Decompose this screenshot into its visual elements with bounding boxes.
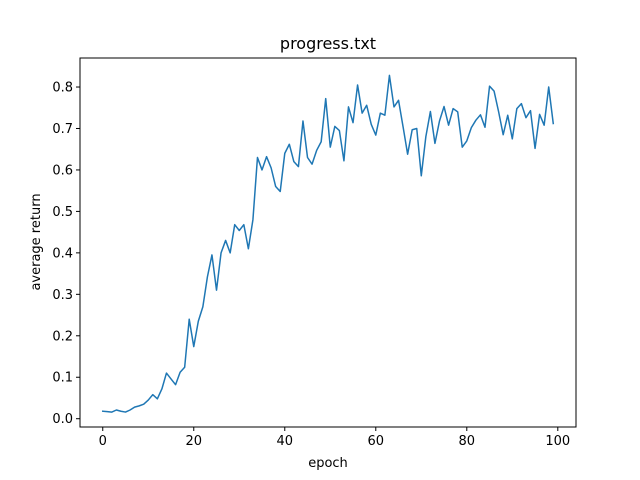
axes-frame xyxy=(79,57,577,428)
x-tick-label: 60 xyxy=(368,434,385,449)
y-tick-label: 0.2 xyxy=(52,329,73,344)
x-tick-label: 40 xyxy=(276,434,293,449)
y-tick-label: 0.3 xyxy=(52,288,73,303)
series-line-0 xyxy=(101,74,555,413)
y-tick-label: 0.4 xyxy=(52,246,73,261)
y-tick-label: 0.0 xyxy=(52,412,73,427)
x-tick-label: 80 xyxy=(459,434,476,449)
axes-spines xyxy=(79,57,577,428)
y-axis-ticks: 0.0 0.1 0.2 0.3 0.4 0.5 0.6 0.7 0.8 xyxy=(52,81,80,427)
series-layer xyxy=(101,74,555,413)
y-tick-label: 0.5 xyxy=(52,205,73,220)
y-tick-label: 0.1 xyxy=(52,371,73,386)
y-axis-label: average return xyxy=(29,193,44,290)
y-tick-label: 0.8 xyxy=(52,81,73,96)
y-tick-label: 0.6 xyxy=(52,163,73,178)
axes-background xyxy=(80,58,576,427)
x-axis-label: epoch xyxy=(308,456,348,471)
x-axis-ticks: 0 20 40 60 80 100 xyxy=(99,427,570,449)
y-tick-label: 0.7 xyxy=(52,122,73,137)
x-tick-label: 20 xyxy=(185,434,202,449)
chart-title: progress.txt xyxy=(280,34,376,53)
plot-area xyxy=(80,58,576,427)
x-tick-label: 0 xyxy=(99,434,107,449)
x-tick-label: 100 xyxy=(545,434,570,449)
